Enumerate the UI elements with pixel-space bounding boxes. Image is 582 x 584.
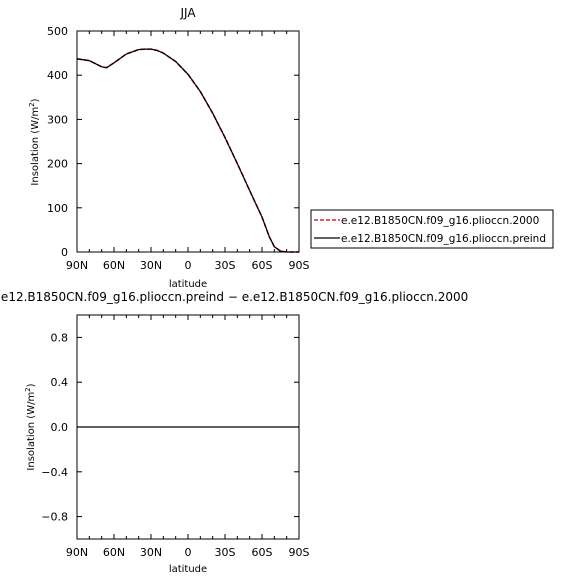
x-tick-label: 0 [185,546,192,559]
top-y-axis-label: Insolation (W/m2) [28,98,41,185]
legend-label-preind: e.e12.B1850CN.f09_g16.plioccn.preind [341,233,546,245]
x-tick-label: 90S [289,546,310,559]
top-x-axis-label: latitude [169,279,207,290]
x-tick-label: 30S [215,259,236,272]
x-tick-label: 60S [252,259,273,272]
x-tick-label: 30N [140,259,162,272]
y-tick-label: 500 [47,25,68,38]
bottom-y-axis-label: Insolation (W/m2) [24,383,37,470]
legend-label-2000: e.e12.B1850CN.f09_g16.plioccn.2000 [341,215,539,227]
x-tick-label: 0 [185,259,192,272]
bottom-chart-title: e.e12.B1850CN.f09_g16.plioccn.preind − e… [0,290,468,304]
x-tick-label: 60S [252,546,273,559]
series-line-0-0 [76,48,299,253]
legend: e.e12.B1850CN.f09_g16.plioccn.2000 e.e12… [310,209,554,249]
y-tick-label: 0 [61,246,68,259]
bottom-x-axis-label: latitude [169,564,207,575]
x-tick-label: 90N [66,259,88,272]
bottom-panel: e.e12.B1850CN.f09_g16.plioccn.preind − e… [0,290,468,575]
y-tick-label: 200 [47,158,68,171]
x-tick-label: 90N [66,546,88,559]
y-tick-label: −0.8 [41,511,68,524]
x-tick-label: 60N [103,259,125,272]
y-tick-label: 0.8 [51,331,69,344]
x-tick-label: 30S [215,546,236,559]
y-tick-label: 0.4 [51,376,69,389]
y-tick-label: 100 [47,202,68,215]
series-line-0-1 [76,48,299,253]
y-tick-label: 400 [47,69,68,82]
legend-box [310,209,554,249]
x-tick-label: 90S [289,259,310,272]
y-tick-label: −0.4 [41,466,68,479]
x-tick-label: 60N [103,546,125,559]
bottom-plot-frame [76,314,300,540]
x-tick-label: 30N [140,546,162,559]
top-chart-title: JJA [179,6,196,20]
top-plot-frame [76,30,300,253]
y-tick-label: 0.0 [51,421,69,434]
y-tick-label: 300 [47,113,68,126]
top-panel: JJA 90N 60N 30N 0 30S 60S 90S0100200300400500 … [28,6,310,290]
